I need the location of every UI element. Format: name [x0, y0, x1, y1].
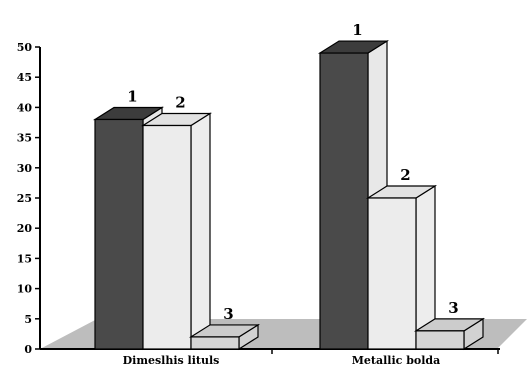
bar-front — [142, 124, 192, 350]
y-tick-label: 50 — [17, 41, 33, 54]
bar-data-label: 3 — [448, 299, 458, 317]
y-tick-label: 35 — [17, 132, 32, 145]
y-tick-label: 5 — [24, 313, 32, 326]
y-tick-label: 45 — [17, 71, 32, 84]
bar-front — [415, 330, 465, 350]
y-tick-label: 0 — [24, 343, 32, 356]
x-tick-labels: Dimeslhis lituls Metallic bolda — [123, 354, 441, 367]
bar-front — [367, 197, 417, 350]
bar-front — [94, 118, 144, 350]
y-tick-label: 30 — [17, 162, 33, 175]
bar-data-label: 1 — [352, 21, 362, 39]
bar — [365, 184, 438, 351]
bar-side — [190, 112, 211, 351]
y-tick-label: 15 — [17, 252, 32, 265]
bar — [413, 317, 486, 351]
bar-data-label: 3 — [223, 305, 233, 323]
bar-front — [190, 336, 240, 350]
y-tick-label: 20 — [17, 222, 33, 235]
bar-labels: 1 2 3 1 2 3 — [127, 21, 458, 323]
x-tick-label: Metallic bolda — [352, 354, 440, 367]
y-ticks: 0 5 10 15 20 25 30 35 40 45 50 — [17, 41, 40, 356]
bar-front — [319, 52, 369, 350]
bar-data-label: 2 — [400, 166, 410, 184]
bar — [140, 112, 213, 351]
bar-data-label: 2 — [175, 94, 185, 112]
bars — [92, 39, 486, 351]
y-tick-label: 10 — [17, 283, 33, 296]
x-tick-label: Dimeslhis lituls — [123, 354, 220, 367]
y-tick-label: 40 — [17, 101, 33, 114]
bar — [188, 323, 261, 351]
y-tick-label: 25 — [17, 192, 32, 205]
bar-data-label: 1 — [127, 87, 137, 105]
